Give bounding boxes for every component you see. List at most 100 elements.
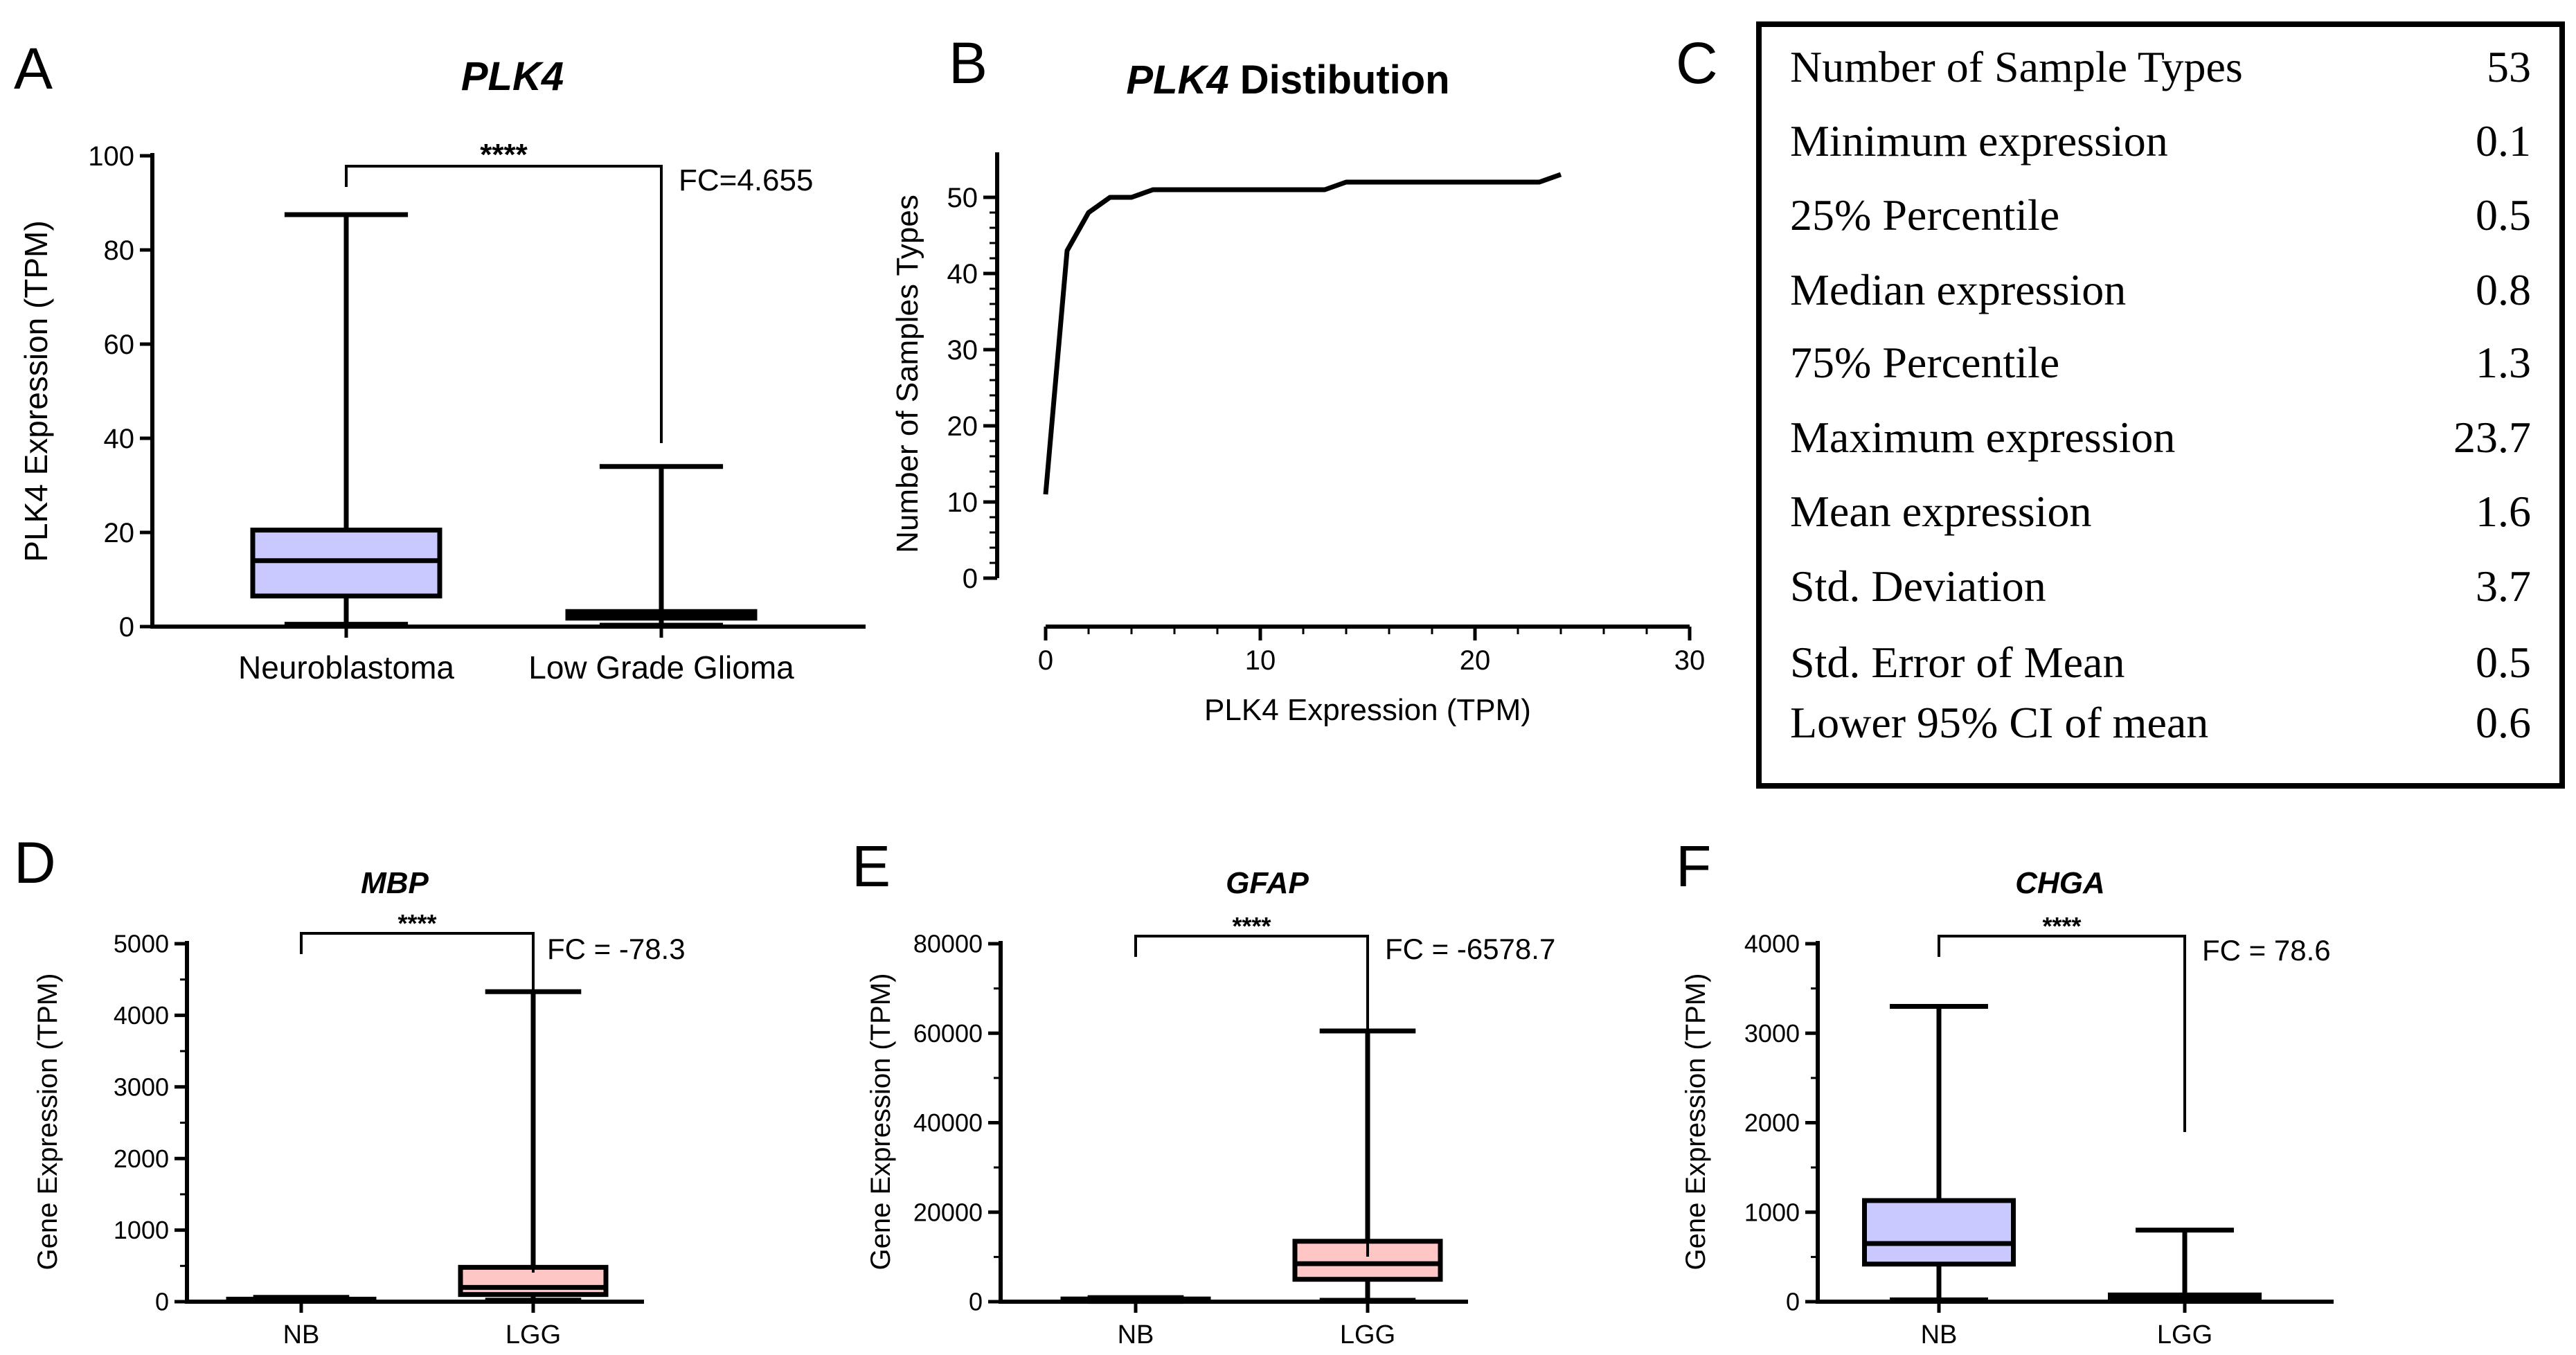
y-tick-label: 80000 [913, 930, 983, 958]
chart-title: GFAP [1226, 866, 1309, 900]
panel-b-line-chart: 0 10 20 30 40 50 0 10 20 30 PLK4 Expression (TPM) N… [891, 57, 1705, 727]
panel-d-boxplot: 0 1000 2000 3000 4000 5000 Gene Expression (TP… [33, 866, 686, 1349]
panel-a-boxplot: 0 20 40 60 80 100 PLK4 Expression (TPM) PLK4 Neu… [18, 54, 866, 685]
y-tick-label: 60000 [913, 1019, 983, 1048]
category-label: NB [283, 1320, 320, 1349]
table-row-label: Minimum expression [1790, 116, 2168, 165]
y-tick-label: 0 [969, 1288, 983, 1316]
chart-title-suffix: Distibution [1229, 57, 1450, 102]
fold-change-label: FC = 78.6 [2202, 934, 2331, 967]
chart-title-gene: PLK4 [1126, 57, 1228, 102]
table-row-label: Std. Error of Mean [1790, 638, 2125, 687]
x-tick-label: 30 [1674, 645, 1706, 676]
category-label: Neuroblastoma [238, 649, 454, 685]
category-label: NB [1921, 1320, 1958, 1349]
box-0 [1862, 1198, 2016, 1267]
y-axis-label: Number of Samples Types [891, 195, 924, 553]
y-axis-label: Gene Expression (TPM) [1681, 973, 1711, 1270]
y-tick-label: 2000 [114, 1145, 169, 1173]
chart-title: PLK4 [461, 54, 564, 99]
significance-bracket [1938, 935, 2186, 1132]
table-row-value: 0.6 [2476, 698, 2531, 747]
table-row-label: Number of Sample Types [1790, 42, 2243, 91]
significance-bracket [1134, 935, 1369, 1257]
category-label: Low Grade Glioma [528, 649, 794, 685]
y-tick-label: 10 [947, 487, 978, 518]
y-axis-label: PLK4 Expression (TPM) [18, 220, 54, 562]
y-tick-label: 40 [947, 259, 978, 289]
table-row-label: 25% Percentile [1790, 190, 2059, 240]
chart-title: MBP [361, 866, 429, 900]
significance-bracket [300, 932, 535, 1273]
panel-letter-e: E [852, 834, 891, 899]
y-tick-label: 4000 [114, 1001, 169, 1030]
category-label: NB [1118, 1320, 1154, 1349]
y-tick-label: 5000 [114, 930, 169, 958]
fold-change-label: FC = -6578.7 [1385, 933, 1555, 965]
panel-e-boxplot: 0 20000 40000 60000 80000 Gene Expression (TP… [866, 866, 1555, 1349]
panel-c-stats-table: Number of Sample Types 53 Minimum expressi… [1756, 21, 2565, 789]
y-tick-label: 0 [119, 612, 134, 643]
table-border [1756, 21, 2565, 789]
table-row-label: Mean expression [1790, 487, 2091, 536]
y-tick-label: 20 [104, 518, 135, 548]
y-tick-label: 20000 [913, 1198, 983, 1226]
y-tick-label: 80 [104, 235, 135, 266]
significance-stars: **** [397, 909, 436, 937]
fold-change-label: FC = -78.3 [547, 933, 686, 965]
table-row-label: Maximum expression [1790, 413, 2175, 462]
panel-letter-f: F [1676, 834, 1711, 899]
panel-f-boxplot: 0 1000 2000 3000 4000 Gene Expression (TPM) CH… [1681, 866, 2334, 1349]
chart-title: PLK4 Distibution [1126, 57, 1449, 102]
panel-letter-a: A [14, 36, 53, 101]
table-row-value: 1.3 [2476, 338, 2531, 387]
table-row-label: Median expression [1790, 265, 2126, 314]
y-tick-label: 0 [1786, 1288, 1800, 1316]
y-tick-label: 1000 [1744, 1198, 1800, 1226]
table-row-label: Std. Deviation [1790, 562, 2046, 611]
table-row-value: 0.5 [2476, 190, 2531, 240]
significance-stars: **** [2042, 912, 2081, 940]
y-tick-label: 2000 [1744, 1109, 1800, 1137]
table-row-value: 0.1 [2476, 116, 2531, 165]
panel-letter-b: B [949, 30, 987, 96]
y-tick-label: 50 [947, 183, 978, 213]
y-tick-label: 60 [104, 330, 135, 360]
chart-title: CHGA [2015, 866, 2105, 900]
table-row-value: 1.6 [2476, 487, 2531, 536]
y-axis-label: Gene Expression (TPM) [33, 973, 63, 1270]
y-tick-label: 40000 [913, 1109, 983, 1137]
x-tick-label: 10 [1245, 645, 1276, 676]
y-tick-label: 40 [104, 424, 135, 454]
y-tick-label: 3000 [114, 1073, 169, 1101]
panel-letter-c: C [1676, 30, 1718, 96]
x-axis-label: PLK4 Expression (TPM) [1204, 693, 1531, 727]
significance-stars: **** [480, 138, 528, 172]
fold-change-label: FC=4.655 [679, 163, 813, 197]
category-label: LGG [506, 1320, 561, 1349]
y-tick-label: 30 [947, 335, 978, 366]
x-tick-label: 0 [1038, 645, 1053, 676]
y-tick-label: 0 [155, 1288, 169, 1316]
distribution-line [1043, 172, 1562, 495]
category-label: LGG [2157, 1320, 2212, 1349]
x-tick-label: 20 [1460, 645, 1491, 676]
y-tick-label: 0 [963, 564, 978, 594]
table-row-value: 53 [2487, 42, 2531, 91]
table-row-label: 75% Percentile [1790, 338, 2059, 387]
y-tick-label: 3000 [1744, 1019, 1800, 1048]
category-label: LGG [1340, 1320, 1395, 1349]
table-row-value: 3.7 [2476, 562, 2531, 611]
y-tick-label: 1000 [114, 1216, 169, 1244]
panel-letter-d: D [14, 830, 56, 895]
table-row-value: 0.8 [2476, 265, 2531, 314]
significance-bracket [345, 165, 663, 443]
y-axis-label: Gene Expression (TPM) [866, 973, 896, 1270]
table-row-value: 0.5 [2476, 638, 2531, 687]
y-tick-label: 4000 [1744, 930, 1800, 958]
y-tick-label: 20 [947, 411, 978, 442]
table-row-value: 23.7 [2453, 413, 2531, 462]
table-row-label: Lower 95% CI of mean [1790, 698, 2208, 747]
significance-stars: **** [1232, 912, 1271, 940]
